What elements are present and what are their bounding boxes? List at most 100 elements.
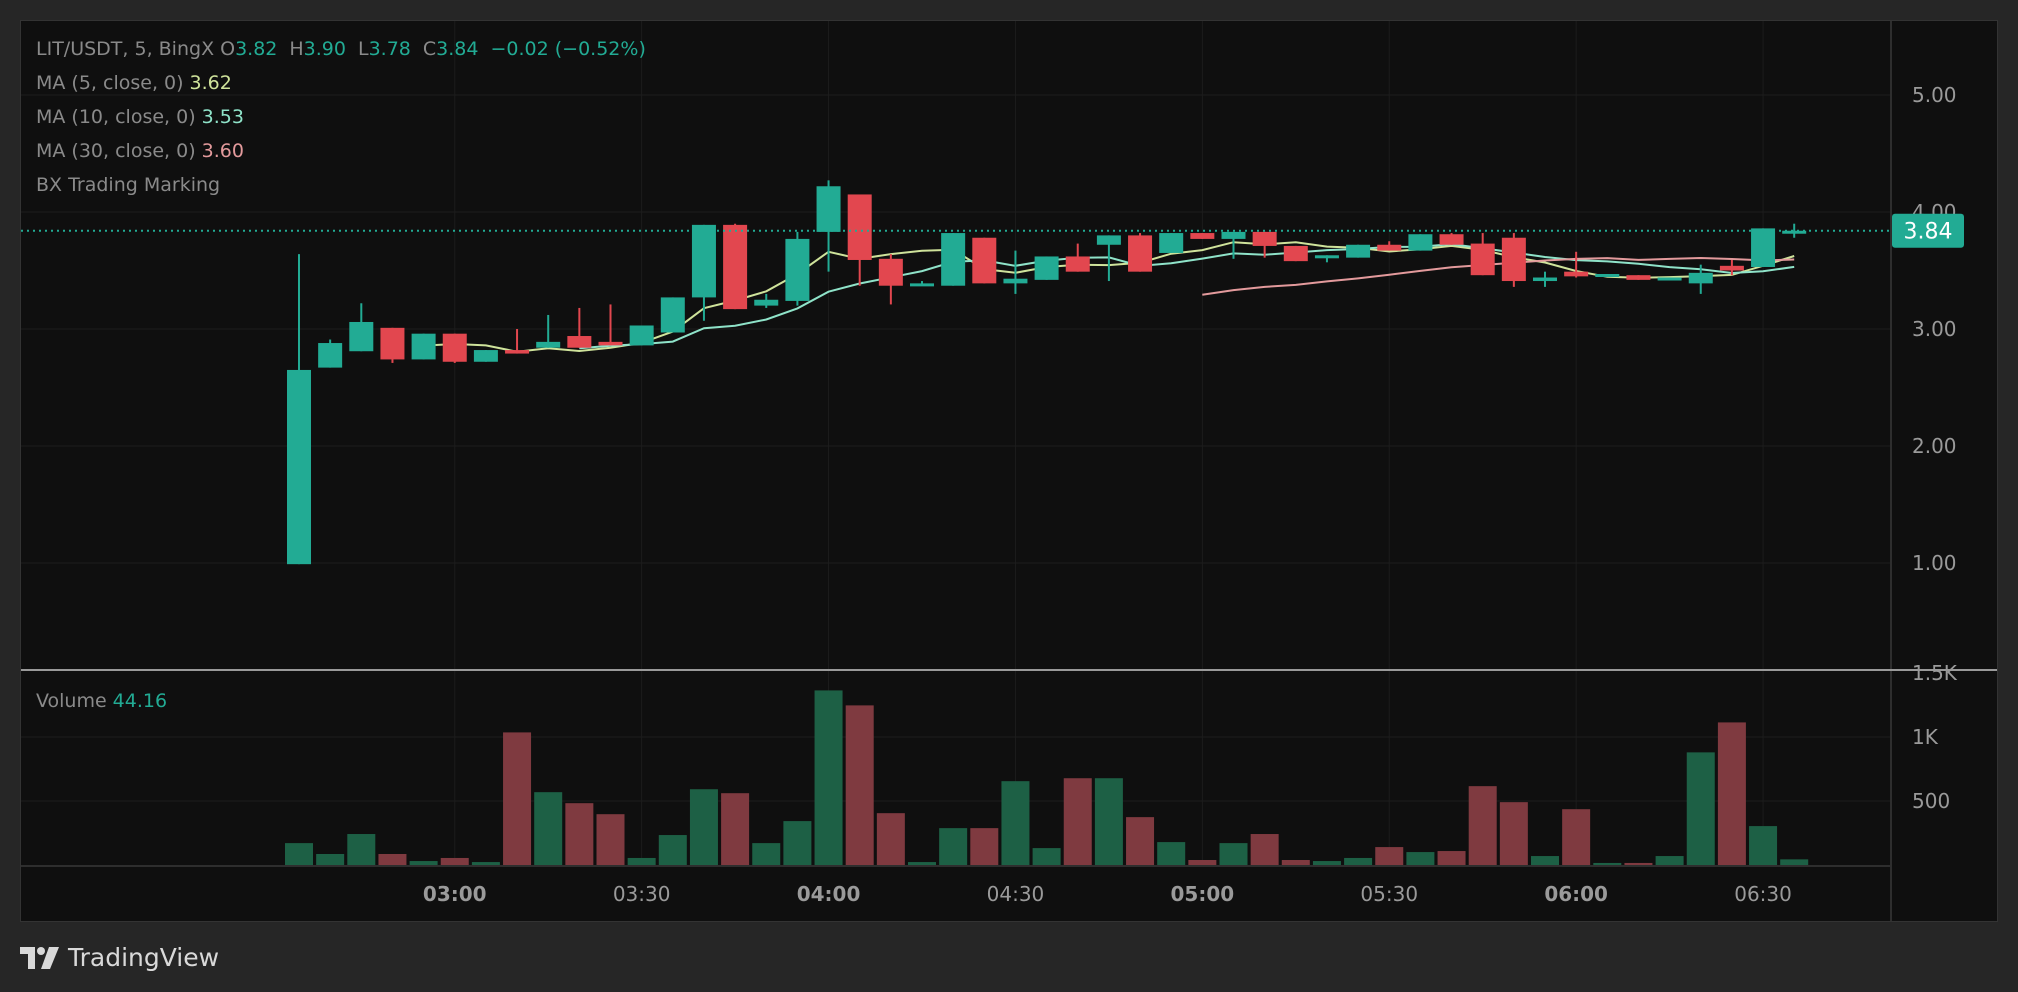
candle (1564, 251, 1589, 278)
candle (1470, 233, 1495, 276)
candle (505, 329, 530, 354)
ohlc-low: L3.78 (357, 38, 411, 60)
candle-body (629, 325, 654, 346)
volume-bar (378, 853, 407, 865)
ma10-legend[interactable]: MA (10, close, 0) 3.53 (36, 106, 244, 128)
candle (972, 237, 997, 284)
symbol-label[interactable]: LIT/USDT, 5, BingX (36, 38, 215, 60)
candle (1657, 277, 1682, 281)
volume-tick-label: 500 (1912, 789, 1950, 813)
time-tick-label: 06:00 (1544, 882, 1608, 906)
candle-body (941, 233, 966, 286)
price-tick-label: 3.00 (1912, 317, 1957, 341)
candle (785, 231, 810, 306)
candle (1751, 228, 1776, 267)
candle (442, 333, 467, 363)
volume-bar (1281, 860, 1310, 865)
candle-body (536, 341, 561, 348)
time-tick-label: 05:00 (1171, 882, 1235, 906)
candle-body (349, 321, 374, 352)
candle (629, 325, 654, 346)
volume-bar (1188, 860, 1217, 865)
volume-bar (845, 705, 874, 865)
candle-body (785, 238, 810, 301)
candle (1533, 271, 1557, 287)
candle-body (1719, 265, 1744, 271)
candle-body (473, 350, 498, 362)
volume-bar (1749, 826, 1778, 865)
tradingview-logo[interactable]: TradingView (20, 943, 219, 972)
ma5-legend[interactable]: MA (5, close, 0) 3.62 (36, 72, 232, 94)
ma10-line (579, 243, 1795, 350)
volume-bar (1157, 842, 1186, 865)
price-tick-label: 1.00 (1912, 551, 1957, 575)
time-tick-label: 03:30 (613, 882, 671, 906)
volume-bar (1437, 851, 1466, 865)
volume-bar (1250, 834, 1279, 865)
volume-bar (1344, 857, 1373, 865)
bx-marking-legend[interactable]: BX Trading Marking (36, 174, 221, 196)
candle-body (1314, 255, 1339, 259)
candle (1377, 241, 1402, 251)
ma30-line (1202, 256, 1795, 296)
candle-body (1190, 233, 1215, 239)
volume-bar (658, 835, 687, 865)
volume-bar (285, 843, 313, 865)
chart-frame (20, 20, 1998, 922)
volume-bar (347, 834, 376, 865)
candle (349, 303, 374, 352)
volume-legend[interactable]: Volume 44.16 (36, 690, 168, 712)
candle-body (1626, 275, 1651, 280)
candle-body (1595, 274, 1620, 278)
candle-body (1657, 277, 1682, 281)
ma30-legend[interactable]: MA (30, close, 0) 3.60 (36, 140, 244, 162)
candle-body (754, 299, 779, 306)
candle (318, 339, 343, 368)
candle-body (442, 333, 467, 362)
candle-body (1688, 272, 1713, 284)
volume-bar (1499, 802, 1528, 865)
volume-bar (876, 813, 905, 865)
candle-body (1221, 231, 1246, 239)
candle-body (318, 343, 343, 368)
volume-bar (970, 828, 999, 865)
candle-body (1470, 243, 1495, 276)
candle (660, 297, 685, 333)
candle-body (1501, 237, 1526, 282)
volume-bar (783, 821, 812, 865)
volume-bar (534, 792, 563, 865)
volume-bar (1375, 847, 1404, 865)
volume-bar (440, 857, 469, 865)
candle-body (380, 327, 405, 360)
time-tick-label: 06:30 (1734, 882, 1792, 906)
candle (411, 333, 436, 360)
price-tick-label: 2.00 (1912, 434, 1957, 458)
candle-body (1003, 278, 1028, 284)
volume-bar (471, 862, 500, 865)
candle-body (1283, 245, 1308, 262)
volume-bar (565, 803, 594, 865)
candle (723, 223, 748, 310)
candle (287, 254, 311, 565)
volume-bar (1312, 861, 1341, 865)
volume-bar (503, 732, 532, 865)
candle-body (1533, 277, 1557, 282)
volume-bar (1780, 859, 1809, 865)
candle (1439, 233, 1464, 245)
volume-bar (1094, 778, 1123, 865)
candle-body (910, 283, 934, 287)
candle (1190, 233, 1215, 239)
candle-body (847, 194, 872, 260)
ohlc-open: O3.82 (220, 38, 278, 60)
candle (1003, 250, 1028, 294)
time-tick-label: 04:30 (987, 882, 1045, 906)
candle-body (505, 350, 530, 354)
candle (691, 224, 716, 321)
candle-body (598, 341, 623, 346)
volume-tick-label: 1.5K (1912, 661, 1958, 685)
volume-bar (908, 862, 936, 865)
volume-bar (814, 690, 843, 865)
last-price-badge (1892, 213, 1964, 248)
candle (1782, 223, 1807, 238)
